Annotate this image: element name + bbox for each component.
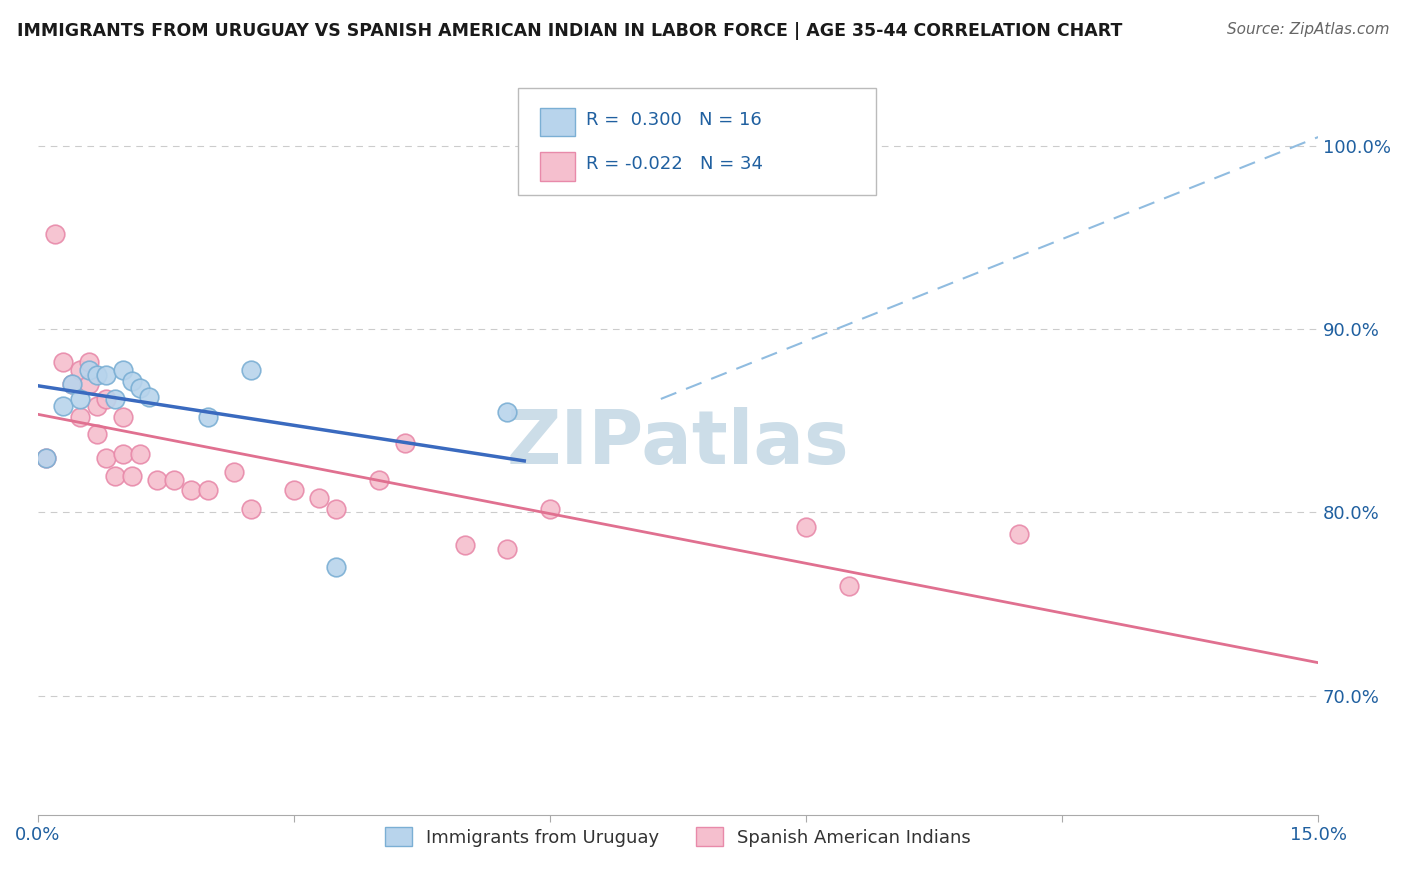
Point <box>121 468 143 483</box>
Point <box>103 468 125 483</box>
Point <box>283 483 305 498</box>
Point <box>197 410 219 425</box>
Point <box>112 410 135 425</box>
Text: R =  0.300   N = 16: R = 0.300 N = 16 <box>586 111 762 128</box>
Point <box>180 483 202 498</box>
Point <box>35 450 58 465</box>
Point <box>44 227 66 241</box>
Point <box>52 355 75 369</box>
Point <box>69 410 91 425</box>
Point <box>496 405 519 419</box>
Point <box>94 450 117 465</box>
Point <box>146 473 169 487</box>
Point <box>129 381 152 395</box>
Point <box>163 473 186 487</box>
Point <box>94 368 117 383</box>
Text: IMMIGRANTS FROM URUGUAY VS SPANISH AMERICAN INDIAN IN LABOR FORCE | AGE 35-44 CO: IMMIGRANTS FROM URUGUAY VS SPANISH AMERI… <box>17 22 1122 40</box>
Point <box>121 374 143 388</box>
Point <box>325 501 347 516</box>
Point <box>77 362 100 376</box>
Point <box>325 560 347 574</box>
Point <box>86 368 108 383</box>
Text: ZIPatlas: ZIPatlas <box>506 408 849 480</box>
Legend: Immigrants from Uruguay, Spanish American Indians: Immigrants from Uruguay, Spanish America… <box>378 820 979 854</box>
Point <box>60 377 83 392</box>
Point <box>52 399 75 413</box>
Point <box>103 392 125 406</box>
Point <box>86 399 108 413</box>
Point <box>240 362 263 376</box>
Point <box>112 447 135 461</box>
Point <box>129 447 152 461</box>
FancyBboxPatch shape <box>517 87 876 195</box>
Bar <box>540 108 575 136</box>
Point <box>69 392 91 406</box>
Point <box>112 362 135 376</box>
Point <box>77 377 100 392</box>
Point <box>77 355 100 369</box>
Point <box>368 473 391 487</box>
Text: Source: ZipAtlas.com: Source: ZipAtlas.com <box>1226 22 1389 37</box>
Point <box>794 520 817 534</box>
Bar <box>540 153 575 180</box>
Point <box>35 450 58 465</box>
Point <box>308 491 330 505</box>
Point <box>138 390 160 404</box>
Point <box>60 377 83 392</box>
Point <box>240 501 263 516</box>
Point <box>86 426 108 441</box>
Point <box>222 465 245 479</box>
Point <box>1008 527 1031 541</box>
Point <box>496 542 519 557</box>
Text: R = -0.022   N = 34: R = -0.022 N = 34 <box>586 155 762 173</box>
Point <box>197 483 219 498</box>
Point <box>394 436 416 450</box>
Point <box>838 579 860 593</box>
Point <box>453 538 475 552</box>
Point <box>94 392 117 406</box>
Point <box>69 362 91 376</box>
Point <box>538 501 561 516</box>
